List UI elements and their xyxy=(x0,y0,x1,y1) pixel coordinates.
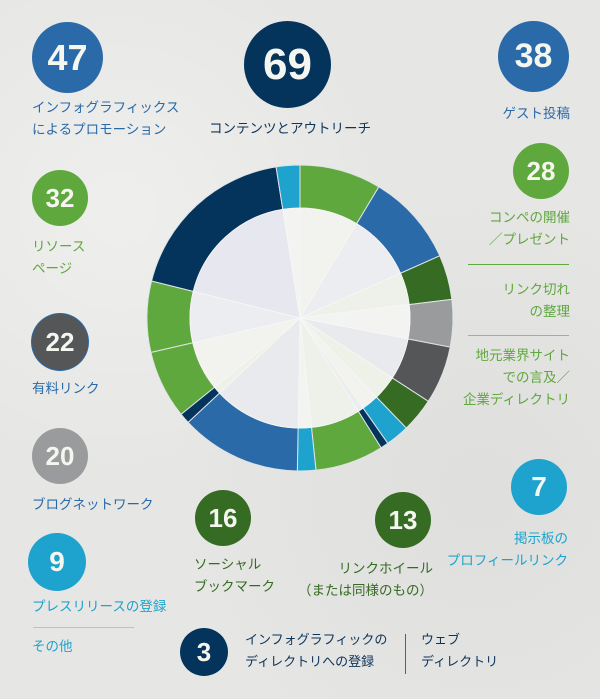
label-contest: コンペの開催 ／プレゼント xyxy=(489,210,570,248)
label-local-citations: 地元業界サイト での言及／ 企業ディレクトリ xyxy=(462,348,570,408)
donut-inner-pie xyxy=(189,207,411,429)
divider-vertical xyxy=(405,634,406,674)
badge-value: 22 xyxy=(45,326,75,357)
inner-wedge xyxy=(192,208,301,319)
inner-wedge xyxy=(218,317,301,429)
badge-directory: 3 xyxy=(180,628,228,676)
badge-forum-profile: 7 xyxy=(511,459,567,515)
badge-value: 32 xyxy=(45,182,75,213)
divider xyxy=(468,264,569,265)
divider xyxy=(33,627,134,628)
label-social-bookmark: ソーシャル ブックマーク xyxy=(194,557,275,595)
badge-value: 28 xyxy=(526,155,556,186)
label-blog-network: ブログネットワーク xyxy=(32,497,154,513)
badge-contest: 28 xyxy=(513,143,569,199)
label-paid-links: 有料リンク xyxy=(32,381,100,397)
badge-value: 13 xyxy=(388,504,418,535)
label-resource-page: リソース ページ xyxy=(32,239,86,277)
label-forum-profile: 掲示板の プロフィールリンク xyxy=(446,531,568,569)
badge-value: 7 xyxy=(531,471,547,502)
badge-resource-page: 32 xyxy=(32,170,88,226)
label-guest-post: ゲスト投稿 xyxy=(502,106,571,122)
donut-outer-ring xyxy=(146,164,454,472)
label-other: その他 xyxy=(32,639,73,655)
badge-blog-network: 20 xyxy=(32,428,88,484)
badge-value: 3 xyxy=(196,636,212,667)
badge-social-bookmark: 16 xyxy=(195,490,251,546)
badge-content-outreach: 69 xyxy=(244,21,331,108)
label-broken-links: リンク切れ の整理 xyxy=(502,282,571,320)
badge-press-release: 9 xyxy=(28,533,86,591)
badge-infographics: 47 xyxy=(32,22,103,93)
badge-value: 38 xyxy=(514,37,553,75)
label-link-wheel: リンクホイール （または同様のもの） xyxy=(298,561,433,599)
badge-guest-post: 38 xyxy=(498,21,569,92)
label-infographics: インフォグラフィックス によるプロモーション xyxy=(32,100,180,138)
divider xyxy=(468,335,569,336)
badge-link-wheel: 13 xyxy=(375,492,431,548)
badge-value: 9 xyxy=(49,546,65,577)
label-infographic-directory: インフォグラフィックの ディレクトリへの登録 xyxy=(245,633,388,670)
label-content-outreach: コンテンツとアウトリーチ xyxy=(209,121,371,137)
label-press-release: プレスリリースの登録 xyxy=(32,599,167,615)
badge-paid-links: 22 xyxy=(32,314,88,370)
badge-value: 20 xyxy=(45,440,75,471)
inner-wedge xyxy=(282,207,301,319)
badge-value: 69 xyxy=(263,39,312,89)
label-web-directory: ウェブ ディレクトリ xyxy=(421,633,499,670)
badge-value: 16 xyxy=(208,502,238,533)
donut-segment xyxy=(146,280,194,354)
badge-value: 47 xyxy=(47,36,88,78)
